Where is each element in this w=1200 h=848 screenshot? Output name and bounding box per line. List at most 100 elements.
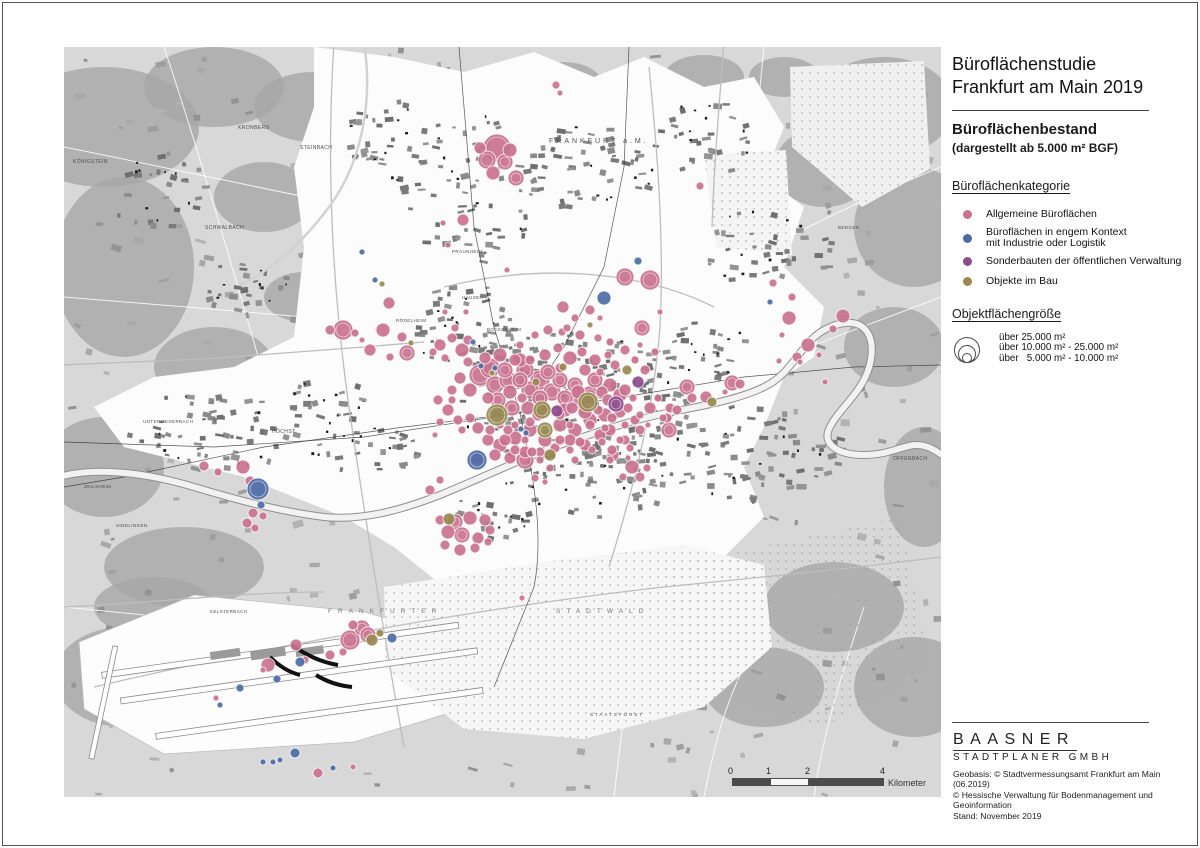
bubble-allgemein	[446, 384, 458, 396]
urban-block	[506, 416, 515, 422]
terrain-block	[352, 588, 361, 596]
terrain-block	[918, 493, 925, 500]
bubble-allgemein	[398, 344, 416, 362]
bubble-allgemein	[596, 314, 604, 322]
bubble-allgemein	[634, 471, 646, 483]
bubble-allgemein	[768, 278, 778, 288]
urban-block	[569, 473, 576, 480]
urban-block	[761, 482, 765, 488]
terrain-block	[309, 562, 320, 568]
building-mark	[647, 182, 650, 185]
urban-block	[532, 346, 540, 354]
bubble-allgemein	[628, 393, 638, 403]
bubble-ring	[480, 153, 494, 167]
urban-block	[796, 468, 805, 474]
urban-block	[479, 293, 488, 299]
urban-block	[658, 129, 666, 134]
legend-item-sonderbau: Sonderbauten der öffentlichen Verwaltung	[952, 255, 1182, 268]
urban-block	[821, 237, 829, 242]
urban-block	[722, 103, 730, 106]
urban-block	[699, 427, 706, 433]
urban-block	[580, 149, 586, 155]
bubble-allgemein	[539, 363, 557, 381]
building-mark	[690, 342, 693, 346]
urban-block	[555, 473, 562, 477]
urban-block	[218, 293, 222, 297]
urban-block	[537, 360, 543, 366]
bubble-allgemein	[775, 357, 783, 365]
sizes-heading: Objektflächengröße	[952, 307, 1062, 321]
urban-block	[161, 434, 166, 439]
bubble-ring	[618, 270, 632, 284]
bubble-ring	[542, 366, 554, 378]
urban-block	[436, 139, 443, 144]
terrain-block	[95, 792, 102, 796]
urban-block	[242, 272, 251, 280]
urban-block	[182, 162, 187, 167]
urban-block	[638, 494, 643, 498]
terrain-block	[815, 444, 827, 448]
urban-block	[447, 291, 451, 297]
urban-block	[635, 185, 643, 190]
bubble-bau	[586, 321, 594, 329]
bubble-allgemein	[656, 308, 664, 316]
terrain-block	[286, 595, 291, 602]
place-label: KÖNIGSTEIN	[73, 158, 108, 165]
urban-block	[437, 296, 443, 301]
bubble-ring	[342, 632, 358, 648]
terrain-block	[821, 184, 832, 192]
urban-block	[396, 443, 404, 451]
terrain-block	[840, 419, 850, 427]
urban-block	[278, 285, 284, 291]
urban-block	[526, 336, 531, 340]
terrain-block	[176, 102, 183, 105]
urban-block	[488, 203, 493, 209]
bubble-allgemein	[624, 459, 640, 475]
building-mark	[521, 517, 524, 521]
bubble-allgemein	[258, 511, 268, 521]
bubble-allgemein	[551, 80, 561, 90]
building-mark	[464, 297, 468, 300]
urban-block	[425, 308, 434, 316]
urban-block	[566, 166, 576, 171]
bubble-allgemein	[212, 694, 220, 702]
terrain-block	[291, 519, 305, 529]
urban-block	[396, 99, 402, 105]
urban-block	[486, 330, 497, 335]
building-mark	[222, 284, 226, 286]
bubble-allgemein	[605, 337, 615, 347]
urban-block	[488, 341, 498, 346]
bubble-allgemein	[515, 340, 525, 350]
urban-block	[678, 131, 685, 137]
bubble-allgemein	[584, 304, 596, 316]
building-mark	[726, 371, 730, 374]
urban-block	[673, 134, 678, 139]
terrain-block	[835, 352, 847, 360]
urban-block	[556, 128, 567, 135]
urban-block	[497, 235, 506, 239]
urban-block	[768, 466, 774, 472]
urban-block	[521, 519, 530, 523]
bubble-allgemein	[447, 395, 457, 405]
urban-block	[700, 442, 709, 448]
urban-block	[646, 452, 656, 458]
urban-block	[455, 182, 461, 189]
building-mark	[786, 219, 789, 222]
highway-line	[64, 591, 325, 608]
credit-line: Geobasis: © Stadtvermessungsamt Frankfur…	[953, 769, 1161, 790]
urban-block	[777, 416, 782, 421]
urban-block	[635, 153, 645, 159]
terrain-block	[929, 479, 940, 488]
urban-block	[465, 288, 474, 295]
urban-block	[784, 248, 790, 255]
terrain-block	[177, 223, 183, 229]
urban-block	[707, 132, 715, 136]
legend-dot-allgemein	[963, 210, 972, 220]
bubble-ring	[589, 374, 601, 386]
urban-block	[463, 300, 470, 307]
bubble-allgemein	[650, 347, 660, 357]
bubble-allgemein	[349, 763, 357, 771]
urban-block	[419, 329, 428, 335]
urban-block	[653, 458, 658, 463]
bubble-industrie	[272, 674, 282, 684]
